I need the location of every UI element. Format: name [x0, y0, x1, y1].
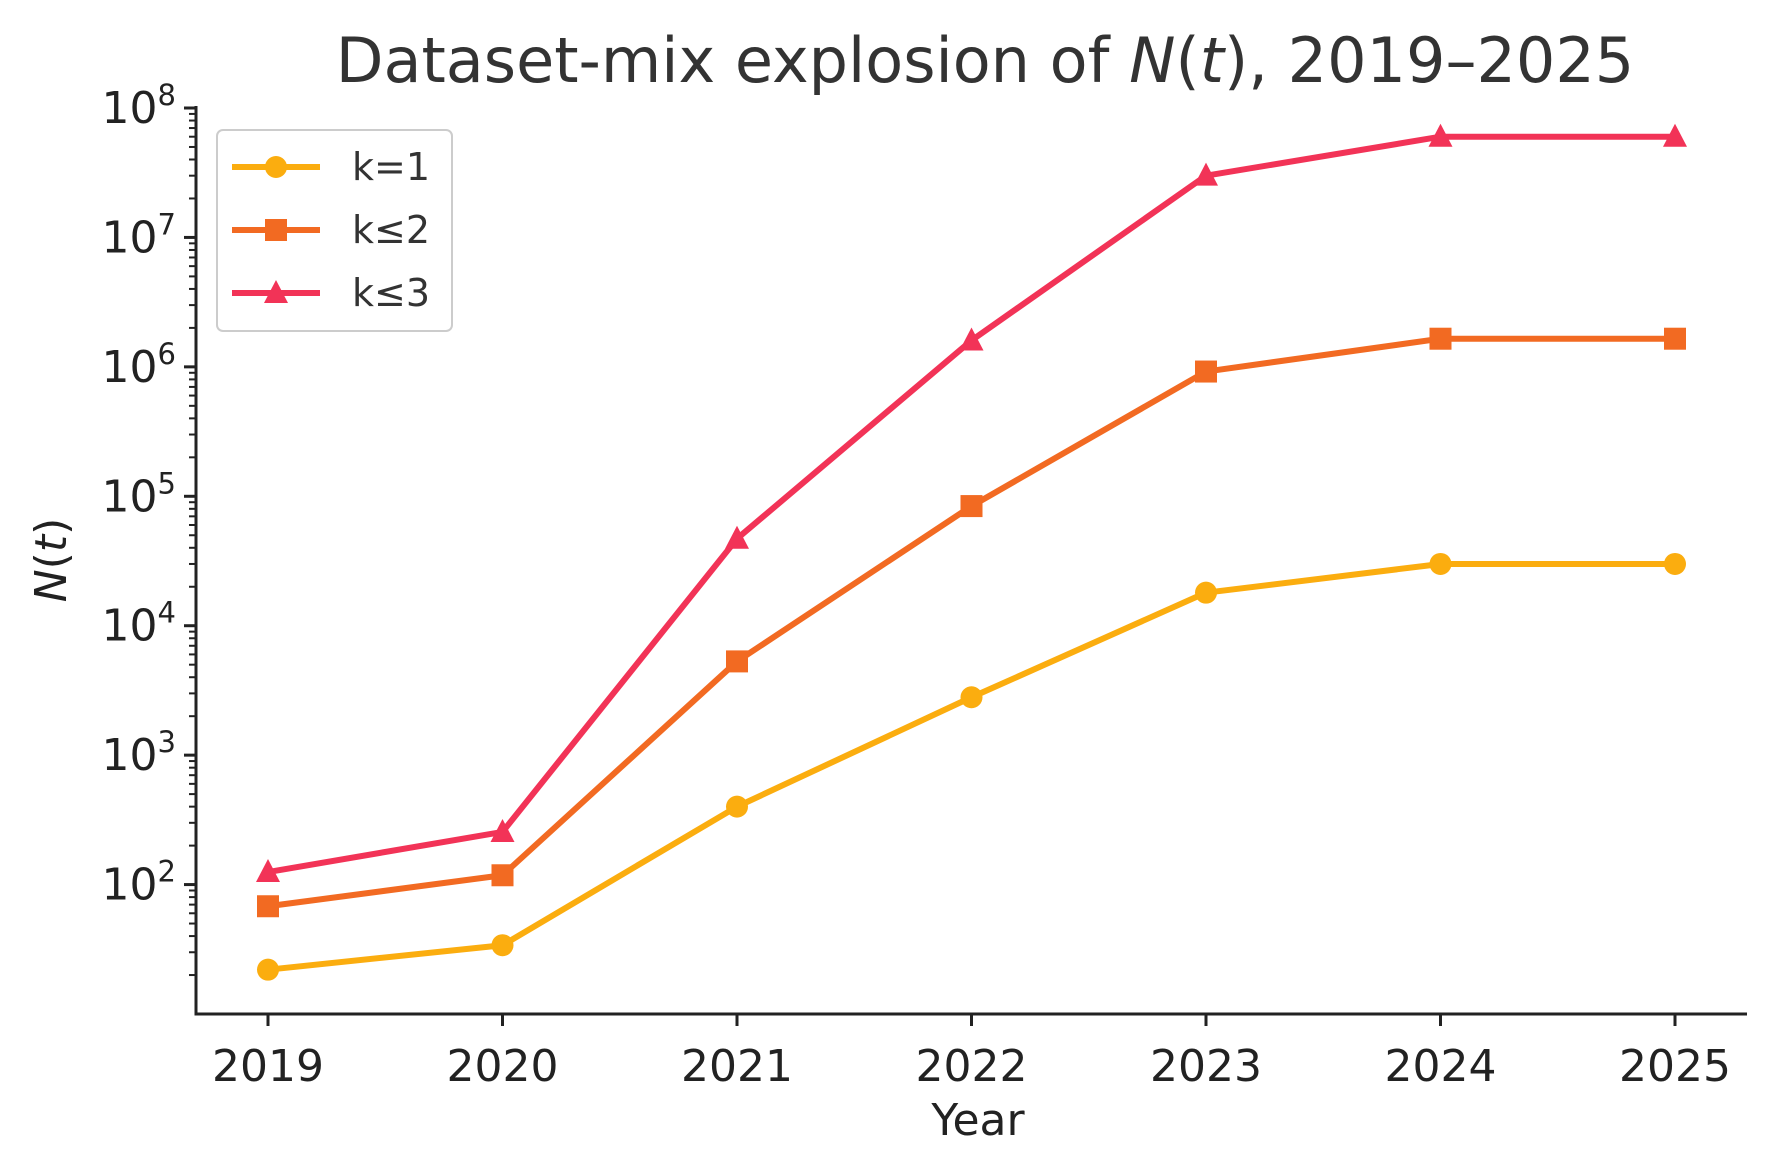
legend-marker [264, 280, 288, 303]
x-axis-ticks: 2019 2020 2021 2022 2023 2024 2025 [212, 1014, 1731, 1092]
series-1-point [1664, 552, 1686, 575]
x-tick-label: 2024 [1385, 1041, 1497, 1092]
plot-area [256, 123, 1687, 981]
legend-label: k=1 [352, 145, 430, 189]
y-axis-label: N(t) [26, 518, 77, 603]
y-tick-label: 105 [102, 466, 176, 522]
series-2-point [960, 495, 983, 518]
series-1 [257, 552, 1686, 981]
series-3-point [1194, 162, 1218, 186]
legend-marker [265, 219, 287, 241]
series-2-line [265, 335, 1678, 910]
x-tick-label: 2023 [1150, 1041, 1262, 1092]
series-3-point [490, 818, 515, 842]
series-1-point [960, 686, 983, 709]
series-2-point [491, 864, 514, 887]
y-axis-ticks: 102 103 104 105 106 107 108 [102, 78, 196, 977]
series-2-point [1195, 360, 1217, 383]
series-1-point [726, 795, 748, 818]
series-2-point [1664, 327, 1686, 350]
series-1-point [1195, 581, 1217, 604]
y-tick-label: 107 [102, 207, 176, 263]
legend-marker [265, 156, 287, 178]
legend: k=1 k≤2 k≤3 [216, 129, 453, 332]
series-3-point [1428, 123, 1453, 147]
x-tick-label: 2022 [916, 1041, 1028, 1092]
series-2-point [1429, 327, 1452, 350]
y-tick-label: 104 [102, 596, 176, 652]
series-2-point [726, 650, 748, 673]
y-tick-label: 103 [102, 725, 176, 781]
series-3 [256, 123, 1687, 883]
x-tick-label: 2025 [1619, 1041, 1731, 1092]
series-1-point [491, 934, 514, 957]
y-tick-label: 108 [102, 78, 176, 134]
chart-title: Dataset-mix explosion of N(t), 2019–2025 [336, 24, 1635, 97]
series-3-point [1663, 123, 1687, 147]
series-1-point [257, 958, 279, 981]
series-3-point [256, 859, 280, 883]
series-2 [257, 327, 1686, 918]
series-3-point [959, 327, 984, 351]
x-axis-label: Year [930, 1095, 1025, 1146]
y-tick-label: 102 [102, 855, 176, 911]
series-2-point [257, 895, 279, 918]
x-tick-label: 2021 [681, 1041, 793, 1092]
legend-label: k≤3 [352, 271, 430, 315]
x-tick-label: 2020 [447, 1041, 559, 1092]
series-1-line [265, 560, 1678, 973]
y-tick-label: 106 [102, 337, 176, 393]
x-tick-label: 2019 [212, 1041, 324, 1092]
series-3-point [725, 525, 749, 549]
legend-label: k≤2 [352, 208, 430, 252]
series-1-point [1429, 552, 1452, 575]
